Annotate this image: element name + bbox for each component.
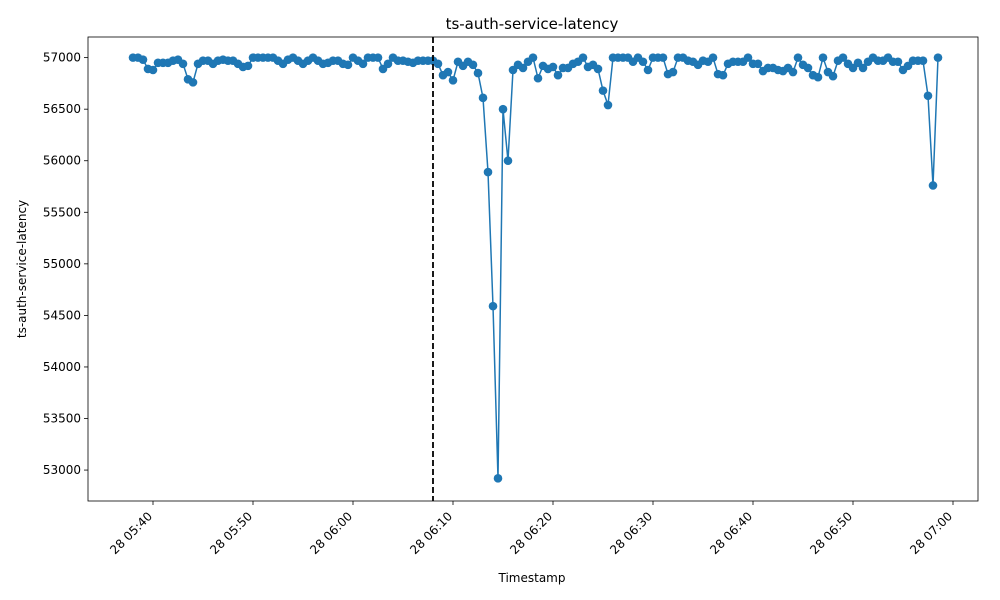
- x-tick-label: 28 06:00: [307, 509, 355, 557]
- y-axis: 53000 53500 54000 54500 55000 55500 56000 56500…: [43, 51, 88, 477]
- data-point: [473, 68, 483, 78]
- data-point: [753, 59, 763, 69]
- data-point: [718, 70, 728, 80]
- x-tick-label: 28 06:50: [807, 509, 855, 557]
- data-point: [828, 71, 838, 81]
- data-point: [383, 59, 393, 69]
- data-point: [793, 53, 803, 62]
- data-point: [548, 62, 558, 72]
- data-point: [188, 78, 198, 87]
- series-latency: [128, 53, 943, 483]
- x-axis-label: Timestamp: [498, 571, 566, 585]
- data-point: [743, 53, 753, 62]
- data-point: [528, 53, 538, 62]
- data-point: [928, 181, 938, 190]
- data-point: [178, 59, 188, 69]
- data-point: [578, 53, 588, 62]
- data-point: [138, 55, 148, 64]
- data-point: [488, 301, 498, 311]
- data-point: [643, 65, 653, 75]
- y-tick-label: 55500: [43, 205, 81, 219]
- data-point: [433, 59, 443, 69]
- y-axis-label: ts-auth-service-latency: [15, 200, 29, 338]
- data-point: [343, 60, 353, 70]
- data-point: [493, 474, 503, 483]
- y-tick-label: 53000: [43, 463, 81, 477]
- data-point: [838, 53, 848, 62]
- data-point: [478, 93, 488, 103]
- data-point: [598, 86, 608, 95]
- data-point: [923, 91, 933, 101]
- data-point: [918, 56, 928, 66]
- data-point: [358, 59, 368, 69]
- y-tick-label: 57000: [43, 51, 81, 65]
- data-point: [483, 167, 493, 177]
- x-tick-label: 28 06:20: [507, 509, 555, 557]
- x-tick-label: 28 05:40: [107, 509, 155, 557]
- y-tick-label: 54000: [43, 360, 81, 374]
- data-point: [373, 53, 383, 62]
- data-point: [498, 104, 508, 114]
- y-tick-label: 56000: [43, 154, 81, 168]
- data-point: [593, 64, 603, 74]
- y-tick-label: 56500: [43, 102, 81, 116]
- x-tick-label: 28 07:00: [907, 509, 955, 557]
- data-point: [818, 53, 828, 62]
- data-point: [603, 100, 613, 110]
- data-point: [658, 53, 668, 62]
- data-point: [148, 65, 158, 75]
- x-tick-label: 28 06:10: [407, 509, 455, 557]
- data-point: [668, 67, 678, 77]
- x-axis: 28 05:40 28 05:50 28 06:00 28 06:10 28 06:20…: [107, 501, 955, 557]
- data-point: [443, 67, 453, 77]
- x-tick-label: 28 06:30: [607, 509, 655, 557]
- y-tick-label: 53500: [43, 412, 81, 426]
- data-point: [518, 63, 528, 73]
- plot-frame: [87, 36, 979, 502]
- data-point: [708, 53, 718, 62]
- data-point: [803, 63, 813, 73]
- data-point: [533, 73, 543, 83]
- data-point: [788, 67, 798, 77]
- chart-title: ts-auth-service-latency: [446, 15, 619, 33]
- data-point: [243, 61, 253, 71]
- data-point: [638, 57, 648, 67]
- data-point: [468, 60, 478, 70]
- data-point: [858, 63, 868, 73]
- data-point: [933, 53, 943, 62]
- data-point: [893, 57, 903, 67]
- y-tick-label: 54500: [43, 308, 81, 322]
- x-tick-label: 28 05:50: [207, 509, 255, 557]
- data-point: [448, 76, 458, 85]
- data-point: [813, 72, 823, 82]
- data-point: [553, 70, 563, 80]
- y-tick-label: 55000: [43, 257, 81, 271]
- series-line: [133, 55, 939, 479]
- data-point: [503, 156, 513, 166]
- x-tick-label: 28 06:40: [707, 509, 755, 557]
